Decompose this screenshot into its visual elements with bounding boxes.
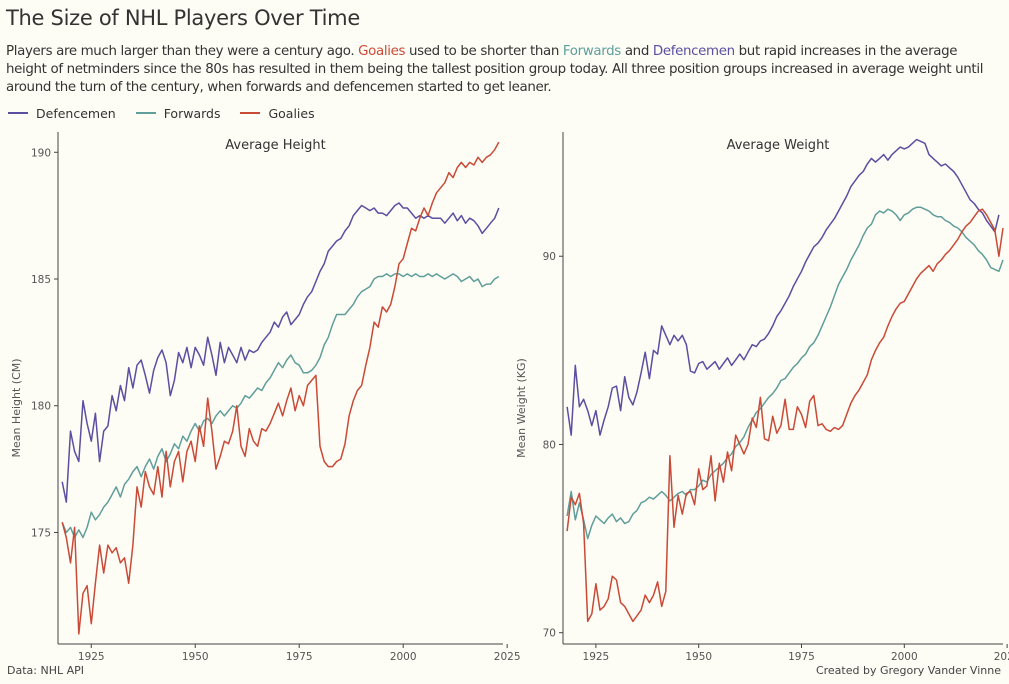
- x-tick-label: 1975: [286, 651, 313, 663]
- y-axis-label: Mean Weight (KG): [515, 358, 528, 458]
- subtitle-goalies-keyword: Goalies: [358, 44, 406, 59]
- legend: Defencemen Forwards Goalies: [8, 104, 335, 122]
- x-tick-label: 1975: [788, 651, 815, 663]
- y-tick-label: 190: [31, 147, 51, 159]
- series-line-defencemen: [61, 202, 500, 503]
- subtitle-text: and: [620, 44, 653, 59]
- legend-swatch: [8, 112, 28, 114]
- series-line-goalies: [61, 141, 500, 635]
- chart-subtitle: Players are much larger than they were a…: [6, 43, 1001, 97]
- y-tick-label: 185: [31, 274, 51, 286]
- legend-swatch: [135, 112, 156, 114]
- subtitle-text: Players are much larger than they were a…: [6, 44, 359, 59]
- x-tick-label: 1950: [685, 651, 712, 663]
- panel-title: Average Height: [225, 138, 326, 153]
- panel-title: Average Weight: [727, 138, 830, 153]
- series-line-forwards: [61, 273, 500, 539]
- legend-item-forwards: Forwards: [135, 105, 221, 121]
- x-tick-label: 1950: [182, 651, 209, 663]
- subtitle-text: used to be shorter than: [405, 44, 563, 59]
- subtitle-forwards-keyword: Forwards: [562, 44, 621, 59]
- subtitle-text: but rapid increases in the average heigh…: [6, 44, 984, 95]
- y-axis-label: Mean Height (CM): [10, 358, 23, 457]
- series-line-goalies: [566, 208, 1004, 623]
- y-tick-label: 70: [543, 628, 556, 640]
- y-tick-label: 175: [31, 527, 51, 539]
- legend-label: Goalies: [268, 105, 315, 121]
- y-tick-label: 180: [31, 401, 51, 413]
- x-tick-label: 1925: [78, 651, 105, 663]
- y-tick-label: 80: [543, 439, 556, 451]
- x-tick-label: 2000: [891, 651, 918, 663]
- author-credit: Created by Gregory Vander Vinne: [815, 664, 1001, 677]
- legend-label: Forwards: [163, 105, 221, 121]
- x-tick-label: 2000: [390, 651, 417, 663]
- subtitle-defencemen-keyword: Defencemen: [652, 44, 735, 59]
- legend-item-defencemen: Defencemen: [8, 106, 116, 121]
- series-line-defencemen: [566, 138, 1000, 436]
- data-source-note: Data: NHL API: [7, 664, 84, 677]
- y-tick-label: 90: [543, 251, 556, 263]
- x-tick-label: 1925: [583, 651, 610, 663]
- chart-title: The Size of NHL Players Over Time: [6, 6, 360, 30]
- series-line-forwards: [566, 206, 1004, 540]
- legend-label: Defencemen: [36, 105, 116, 121]
- legend-swatch: [240, 112, 261, 114]
- x-tick-label: 2025: [494, 651, 521, 663]
- legend-item-goalies: Goalies: [240, 105, 315, 121]
- x-tick-label: 2025: [994, 651, 1009, 663]
